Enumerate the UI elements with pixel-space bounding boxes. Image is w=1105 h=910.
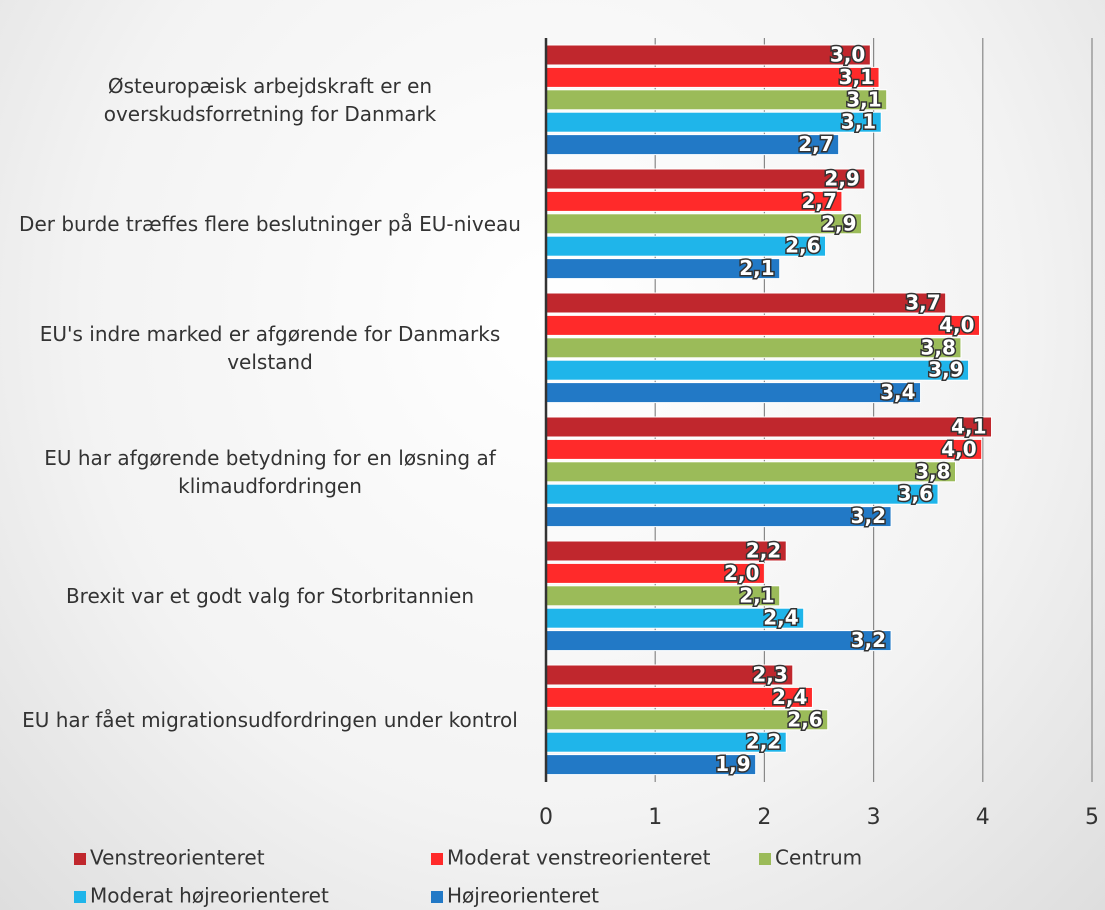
value-label: 2,1 xyxy=(739,256,774,280)
bar xyxy=(545,89,888,111)
value-label: 2,7 xyxy=(798,132,833,156)
category-label: Østeuropæisk arbejdskraft er en overskud… xyxy=(103,73,437,126)
bar xyxy=(545,382,922,404)
bar xyxy=(545,359,970,381)
legend-label: Moderat venstreorienteret xyxy=(447,846,711,870)
value-label: 2,4 xyxy=(772,685,807,709)
bar xyxy=(545,235,827,257)
legend-swatch xyxy=(759,853,771,865)
bar xyxy=(545,190,843,212)
value-label: 4,1 xyxy=(951,415,986,439)
value-label: 3,4 xyxy=(880,380,915,404)
value-label: 3,1 xyxy=(841,110,876,134)
bar xyxy=(545,438,983,460)
bar xyxy=(545,630,892,652)
legend-label: Venstreorienteret xyxy=(90,846,265,870)
value-label: 2,6 xyxy=(785,234,820,258)
legend-swatch xyxy=(431,891,443,903)
value-label: 3,2 xyxy=(851,504,886,528)
value-label: 3,8 xyxy=(921,335,956,359)
bar xyxy=(545,337,962,359)
value-label: 1,9 xyxy=(715,752,750,776)
value-label: 2,4 xyxy=(763,606,798,630)
value-label: 3,6 xyxy=(898,482,933,506)
value-label: 3,2 xyxy=(851,628,886,652)
value-label: 2,7 xyxy=(801,189,836,213)
value-label: 4,0 xyxy=(939,313,974,337)
value-label: 3,1 xyxy=(846,87,881,111)
legend-swatch xyxy=(74,853,86,865)
value-label: 3,7 xyxy=(905,291,940,315)
legend-label: Centrum xyxy=(775,846,862,870)
value-label: 2,1 xyxy=(739,583,774,607)
bar xyxy=(545,461,956,483)
legend-swatch xyxy=(431,853,443,865)
x-tick-label: 0 xyxy=(539,805,553,830)
value-label: 3,8 xyxy=(915,459,950,483)
value-label: 2,9 xyxy=(824,167,859,191)
bar xyxy=(545,168,866,190)
bar xyxy=(545,66,880,88)
bar xyxy=(545,483,939,505)
bar xyxy=(545,709,829,731)
legend-label: Højreorienteret xyxy=(447,884,599,908)
value-label: 2,6 xyxy=(787,707,822,731)
category-label: Brexit var et godt valg for Storbritanni… xyxy=(65,583,475,608)
x-tick-label: 4 xyxy=(976,805,990,830)
category-label: EU har afgørende betydning for en løsnin… xyxy=(44,445,496,498)
bar xyxy=(545,44,871,66)
value-label: 3,0 xyxy=(830,43,865,67)
bar xyxy=(545,314,981,336)
value-label: 2,0 xyxy=(724,561,759,585)
bar xyxy=(545,111,882,133)
bar xyxy=(545,506,892,528)
bar xyxy=(545,416,993,438)
bar xyxy=(545,134,840,156)
legend-swatch xyxy=(74,891,86,903)
value-label: 4,0 xyxy=(941,437,976,461)
x-tick-label: 5 xyxy=(1085,805,1099,830)
x-tick-label: 2 xyxy=(757,805,771,830)
value-label: 3,1 xyxy=(839,65,874,89)
legend-label: Moderat højreorienteret xyxy=(90,884,329,908)
x-tick-label: 3 xyxy=(867,805,881,830)
bar xyxy=(545,292,947,314)
value-label: 2,3 xyxy=(752,663,787,687)
value-label: 2,2 xyxy=(746,539,781,563)
bar xyxy=(545,213,863,235)
category-label: EU's indre marked er afgørende for Danma… xyxy=(39,321,501,374)
value-label: 2,2 xyxy=(746,730,781,754)
x-tick-label: 1 xyxy=(648,805,662,830)
value-label: 3,9 xyxy=(928,358,963,382)
value-label: 2,9 xyxy=(821,211,856,235)
category-label: Der burde træffes flere beslutninger på … xyxy=(19,211,521,236)
category-label: EU har fået migrationsudfordringen under… xyxy=(22,707,518,732)
